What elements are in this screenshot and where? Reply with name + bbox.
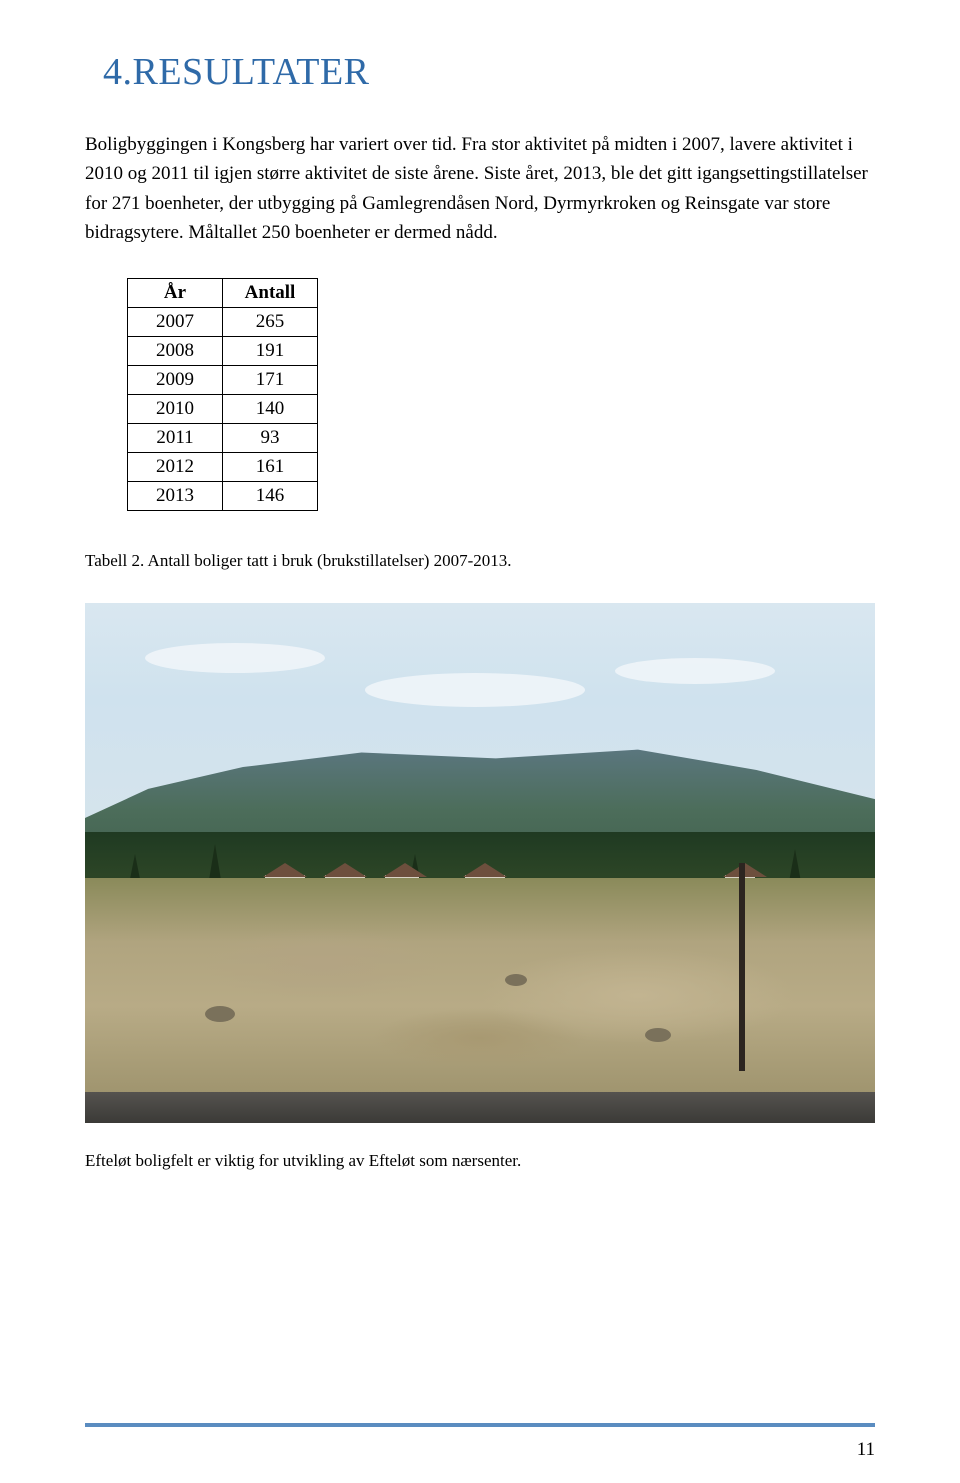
cell-year: 2013 — [128, 481, 223, 510]
cell-count: 161 — [223, 452, 318, 481]
table-row: 2010 140 — [128, 394, 318, 423]
cell-count: 171 — [223, 365, 318, 394]
table-row: 2012 161 — [128, 452, 318, 481]
table-row: 2008 191 — [128, 336, 318, 365]
cell-year: 2008 — [128, 336, 223, 365]
table-row: 2013 146 — [128, 481, 318, 510]
table-caption: Tabell 2. Antall boliger tatt i bruk (br… — [85, 551, 875, 571]
cell-year: 2009 — [128, 365, 223, 394]
footer-rule — [85, 1423, 875, 1427]
photo-rock — [645, 1028, 671, 1042]
results-table: År Antall 2007 265 2008 191 2009 171 201… — [127, 278, 318, 511]
cell-count: 265 — [223, 307, 318, 336]
cell-year: 2011 — [128, 423, 223, 452]
cell-count: 191 — [223, 336, 318, 365]
table-row: 2011 93 — [128, 423, 318, 452]
body-paragraph: Boligbyggingen i Kongsberg har variert o… — [85, 130, 875, 248]
photo-caption: Efteløt boligfelt er viktig for utviklin… — [85, 1151, 875, 1171]
cell-count: 93 — [223, 423, 318, 452]
cell-year: 2012 — [128, 452, 223, 481]
cell-count: 140 — [223, 394, 318, 423]
photo-road — [85, 1092, 875, 1123]
table-header-row: År Antall — [128, 278, 318, 307]
photo-cloud — [365, 673, 585, 707]
photo-cloud — [615, 658, 775, 684]
cell-year: 2007 — [128, 307, 223, 336]
section-heading: 4.RESULTATER — [103, 50, 875, 94]
col-count: Antall — [223, 278, 318, 307]
photo-cloud — [145, 643, 325, 673]
photo-ground — [85, 878, 875, 1091]
heading-text: 4.RESULTATER — [103, 51, 370, 93]
landscape-photo — [85, 603, 875, 1123]
col-year: År — [128, 278, 223, 307]
photo-pole — [739, 863, 745, 1071]
cell-year: 2010 — [128, 394, 223, 423]
photo-rock — [205, 1006, 235, 1022]
table-row: 2007 265 — [128, 307, 318, 336]
cell-count: 146 — [223, 481, 318, 510]
table-row: 2009 171 — [128, 365, 318, 394]
page-number: 11 — [857, 1439, 875, 1461]
photo-rock — [505, 974, 527, 986]
